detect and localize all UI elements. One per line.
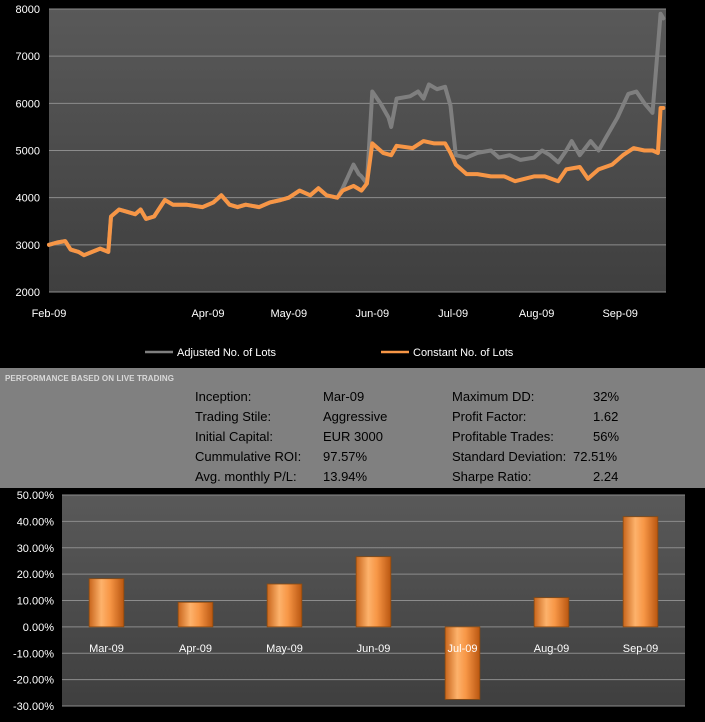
bar-Jul-09 — [444, 626, 481, 700]
y-tick-label: 8000 — [16, 4, 40, 16]
x-tick-label: Apr-09 — [191, 308, 224, 320]
legend-label-adjusted: Adjusted No. of Lots — [177, 347, 277, 359]
y-tick-label: 6000 — [16, 98, 40, 110]
perf-label: Profitable Trades: — [452, 429, 554, 444]
perf-value: EUR 3000 — [323, 429, 383, 444]
y-tick-label: 3000 — [16, 240, 40, 252]
y-tick-label: 0.00% — [23, 622, 54, 634]
x-tick-label: Mar-09 — [89, 643, 124, 655]
equity-legend: Adjusted No. of Lots Constant No. of Lot… — [145, 347, 514, 359]
x-tick-label: Jun-09 — [357, 643, 391, 655]
perf-label: Maximum DD: — [452, 389, 535, 404]
perf-label: Standard Deviation: — [452, 449, 567, 464]
x-tick-label: Feb-09 — [32, 308, 67, 320]
perf-label: Avg. monthly P/L: — [195, 469, 297, 484]
perf-label: Cummulative ROI: — [195, 449, 302, 464]
x-tick-label: Sep-09 — [602, 308, 637, 320]
perf-value: 32% — [593, 389, 620, 404]
y-tick-label: -30.00% — [13, 701, 54, 713]
y-tick-label: -20.00% — [13, 675, 54, 687]
bar-Jun-09 — [355, 556, 392, 628]
legend-label-constant: Constant No. of Lots — [413, 347, 514, 359]
x-tick-label: Sep-09 — [623, 643, 658, 655]
perf-label: Sharpe Ratio: — [452, 469, 532, 484]
x-tick-label: May-09 — [270, 308, 307, 320]
perf-value: Aggressive — [323, 409, 388, 424]
y-tick-label: 4000 — [16, 193, 40, 205]
bar-Mar-09 — [88, 578, 125, 628]
y-tick-label: 30.00% — [17, 543, 55, 555]
bar-Apr-09 — [177, 601, 214, 628]
perf-value: Mar-09 — [323, 389, 365, 404]
perf-value: 97.57% — [323, 449, 368, 464]
y-tick-label: 20.00% — [17, 569, 55, 581]
perf-label: Trading Stile: — [195, 409, 272, 424]
y-tick-label: 40.00% — [17, 516, 55, 528]
series-line-constant — [47, 106, 666, 258]
y-tick-label: 10.00% — [17, 596, 55, 608]
perf-value: 2.24 — [593, 469, 619, 484]
performance-panel: PERFORMANCE BASED ON LIVE TRADING Incept… — [0, 368, 705, 488]
perf-value: 13.94% — [323, 469, 368, 484]
bar-Aug-09 — [533, 597, 570, 628]
perf-label: Profit Factor: — [452, 409, 527, 424]
y-tick-label: 5000 — [16, 146, 40, 158]
y-tick-label: 2000 — [16, 287, 40, 299]
bar-Sep-09 — [622, 516, 659, 628]
x-tick-label: May-09 — [266, 643, 303, 655]
x-tick-label: Apr-09 — [179, 643, 212, 655]
bar-May-09 — [266, 583, 303, 628]
monthly-returns-bar-chart: -30.00% -20.00% -10.00% 0.00% 10.00% 20.00% 30… — [13, 490, 685, 713]
x-tick-label: Jun-09 — [355, 308, 389, 320]
x-tick-label: Jul-09 — [438, 308, 468, 320]
perf-label: Initial Capital: — [195, 429, 274, 444]
x-tick-label: Aug-09 — [534, 643, 569, 655]
equity-line-chart: 2000 3000 4000 5000 6000 7000 8000 Feb-09 Apr-0… — [16, 4, 666, 359]
x-tick-label: Aug-09 — [519, 308, 554, 320]
x-tick-label: Jul-09 — [448, 643, 478, 655]
y-tick-label: -10.00% — [13, 648, 54, 660]
perf-value: 72.51% — [573, 449, 618, 464]
perf-value: 1.62 — [593, 409, 619, 424]
y-tick-label: 7000 — [16, 51, 40, 63]
performance-title: PERFORMANCE BASED ON LIVE TRADING — [5, 374, 175, 383]
perf-value: 56% — [593, 429, 620, 444]
y-tick-label: 50.00% — [17, 490, 55, 502]
perf-label: Inception: — [195, 389, 252, 404]
